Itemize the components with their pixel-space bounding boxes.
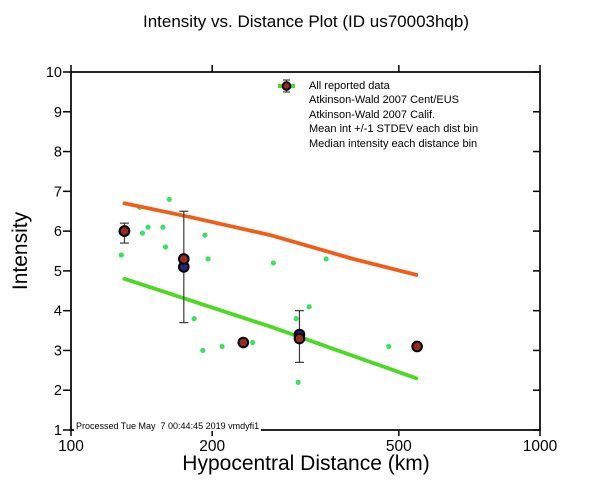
median-intensity-point [237,336,250,349]
all-data-point [293,316,299,322]
y-axis-title: Intensity [9,211,32,291]
y-tick-label: 1 [54,423,62,439]
legend-item-median: Median intensity each distance bin [278,81,478,151]
ceus-model-curve [122,201,419,277]
y-tick-label: 2 [54,383,62,399]
all-data-point [200,347,206,354]
legend-label: Atkinson-Wald 2007 Cent/EUS [309,94,459,107]
x-axis-title: Hypocentral Distance (km) [182,452,430,475]
all-data-point [295,379,301,385]
all-data-point [219,343,225,350]
legend-label: Atkinson-Wald 2007 Calif. [309,108,436,121]
median-icon [281,81,292,91]
y-tick-label: 5 [54,264,62,280]
median-intensity-point [293,332,306,345]
processed-timestamp-note: Processed Tue May 7 00:44:45 2019 vmdyfi… [74,421,262,431]
legend-item-calif-line: Atkinson-Wald 2007 Calif. [278,84,478,122]
all-data-point [118,252,124,258]
calif-model-curve [122,276,419,381]
all-data-point [323,256,329,262]
chart-title: Intensity vs. Distance Plot (ID us70003h… [143,12,469,31]
y-tick-label: 8 [54,145,62,161]
median-intensity-point [178,253,190,265]
all-data-point [160,224,166,230]
y-tick-label: 6 [54,224,62,240]
legend-item-dot: All reported data [278,79,478,93]
all-data-point [166,196,172,202]
legend-label: All reported data [309,80,390,92]
y-tick-label: 10 [46,65,62,81]
all-data-point [205,256,211,262]
all-data-point [162,244,169,250]
y-tick-label: 9 [54,105,62,121]
x-tick-label: 500 [386,438,412,455]
legend-item-ceus-line: Atkinson-Wald 2007 Cent/EUS [278,84,478,107]
all-data-point [250,339,256,346]
all-data-point [270,260,276,266]
plot-frame [70,71,541,431]
median-marker-icon [281,81,292,91]
x-tick-label: 100 [58,438,84,455]
all-data-point [145,224,151,230]
legend-label: Mean int +/-1 STDEV each dist bin [309,123,479,136]
legend: All reported data Atkinson-Wald 2007 Cent… [278,79,478,151]
all-data-point [191,316,197,322]
legend-item-mean: Mean int +/-1 STDEV each dist bin [278,79,479,136]
x-tick-label: 1000 [523,438,558,455]
y-tick-label: 4 [54,304,62,320]
median-intensity-point [118,225,131,237]
median-intensity-point [411,340,423,353]
all-data-point [139,230,146,236]
all-data-point [386,343,392,350]
all-data-point [202,232,208,238]
y-tick-label: 7 [54,184,62,200]
all-data-point [306,304,312,310]
legend-label: Median intensity each distance bin [309,137,478,150]
y-tick-label: 3 [54,343,62,359]
x-tick-label: 200 [199,438,225,455]
